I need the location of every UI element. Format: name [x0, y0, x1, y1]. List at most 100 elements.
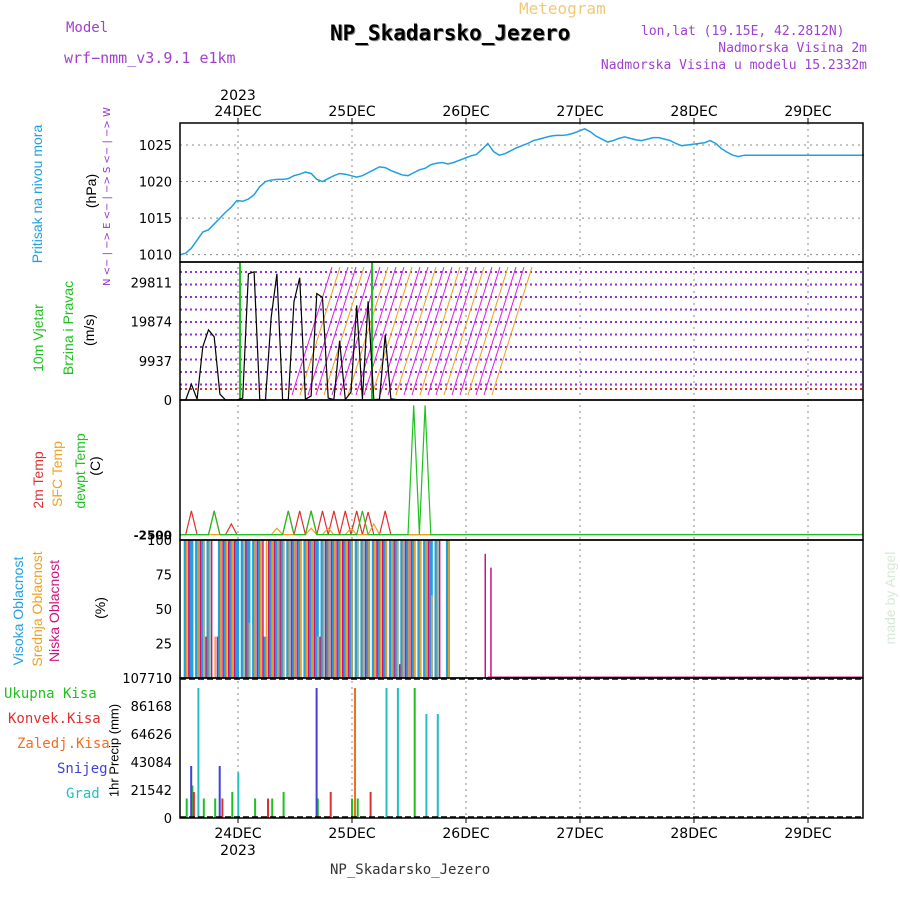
cloud-bar	[217, 540, 222, 678]
cloud-bar	[393, 540, 395, 678]
wind-barb	[323, 266, 365, 396]
precip-ytick: 107710	[122, 672, 172, 687]
precip-bar	[254, 798, 257, 818]
temp-ytick: -2500	[134, 529, 172, 543]
wind-barb	[347, 266, 389, 396]
model-elevation-label: Nadmorska Visina u modelu 15.2332m	[600, 58, 867, 73]
cloud-bar	[309, 540, 314, 678]
pressure-ytick: 1010	[139, 249, 172, 264]
precip-bar	[197, 688, 200, 818]
date-label-bottom: 27DEC	[556, 826, 603, 842]
wind-barb	[307, 266, 349, 396]
model-label: Model	[66, 20, 109, 36]
cloud-bar	[208, 540, 211, 678]
cloud-bar	[326, 540, 331, 678]
cloud-bar	[374, 540, 376, 678]
cloud-bar	[280, 540, 285, 678]
cloud-ytick: 100	[147, 534, 172, 549]
precip-legend-freezing: Zaledj.Kisa	[17, 736, 110, 752]
cloud-bar	[299, 540, 302, 678]
cloud-bar	[438, 540, 441, 678]
cloud-bar	[484, 553, 486, 678]
precip-bar	[190, 766, 193, 818]
cloud-bar	[356, 540, 359, 678]
precip-bar	[413, 688, 416, 818]
cloud-bar	[317, 636, 319, 678]
cloud-ytick: 75	[155, 569, 172, 584]
precip-bar	[425, 714, 428, 818]
precip-ytick: 43084	[131, 756, 172, 771]
cloud-bar	[265, 540, 268, 678]
cloud-bar	[203, 540, 205, 678]
cloud-bar	[262, 540, 264, 678]
cloud-ytick: 0	[164, 672, 172, 687]
cloud-bar	[388, 540, 393, 678]
precip-bar	[267, 798, 269, 818]
pressure-ytick: 1015	[139, 212, 172, 227]
wind-barb	[483, 266, 525, 396]
wind-barb	[451, 266, 493, 396]
cloud-bar	[269, 540, 274, 678]
cloud-bar	[423, 540, 428, 678]
cloud-bar	[231, 540, 233, 678]
wind-barb	[459, 266, 501, 396]
panel-frame	[179, 677, 864, 819]
cloud-bar	[277, 540, 279, 678]
cloud-bar	[428, 540, 433, 678]
cloud-bar	[445, 540, 450, 678]
cloud-bar	[342, 540, 344, 678]
cloud-bar	[394, 540, 399, 678]
cloud-bar	[336, 540, 338, 678]
cloud-bar	[331, 540, 336, 678]
wind-barb	[419, 266, 461, 396]
precip-bar	[351, 798, 353, 818]
date-label-top: 27DEC	[556, 104, 603, 120]
cloud-bar	[185, 540, 188, 678]
cloud-bar	[296, 540, 298, 678]
cloud-bar	[368, 540, 370, 678]
cloud-bar	[448, 540, 450, 678]
cloud-bar	[216, 636, 219, 678]
precip-bar	[221, 798, 224, 818]
cloud-bar	[411, 540, 416, 678]
wind-barb	[475, 266, 517, 396]
cloud-bar	[434, 540, 439, 678]
cloud-bar	[385, 540, 387, 678]
precip-bar	[231, 792, 234, 818]
cloud-bar	[408, 540, 410, 678]
cloud-bar	[267, 540, 270, 678]
precip-bar	[316, 798, 319, 818]
cloud-bar	[274, 540, 279, 678]
temp-series-line	[180, 405, 465, 536]
wind-barb	[491, 266, 533, 396]
cloud-bar	[246, 540, 251, 678]
wind-barb	[411, 266, 453, 396]
temp-series-line	[180, 522, 465, 536]
elevation-label: Nadmorska Visina 2m	[718, 41, 867, 56]
cloud-bar	[248, 622, 251, 678]
wind-barb	[363, 266, 405, 396]
cloud-bar	[260, 540, 262, 678]
cloud-bar	[396, 540, 399, 678]
lonlat-label: lon,lat (19.15E, 42.2812N)	[641, 24, 845, 39]
precip-bar	[436, 714, 439, 818]
year-label-bottom: 2023	[220, 843, 256, 859]
cloud-bar	[271, 540, 273, 678]
date-label-bottom: 28DEC	[670, 826, 717, 842]
wind-barb	[427, 266, 469, 396]
cloud-bar	[360, 540, 365, 678]
wind-barb	[299, 266, 341, 396]
wind-barb	[443, 266, 485, 396]
cloud-bar	[188, 540, 190, 678]
cloud-bar	[319, 636, 321, 678]
cloud-bar	[256, 540, 258, 678]
cloud-bar	[189, 540, 194, 678]
precip-ytick: 64626	[131, 728, 172, 743]
date-label-top: 28DEC	[670, 104, 717, 120]
precip-bar	[192, 792, 195, 818]
precip-bar	[356, 798, 359, 818]
cloud-bar	[245, 540, 247, 678]
cloud-bar	[490, 567, 492, 678]
wind-barb	[355, 266, 397, 396]
cloud-bar	[313, 540, 315, 678]
